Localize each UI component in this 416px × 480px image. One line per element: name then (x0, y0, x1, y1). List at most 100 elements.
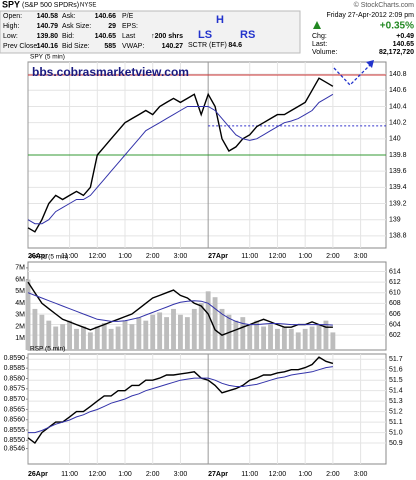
y-tick-label: 140.2 (389, 119, 407, 126)
quote-label: High: (3, 23, 19, 30)
quote-value: 139.80 (37, 33, 59, 40)
moving-average (27, 93, 334, 225)
quote-value: 29 (108, 23, 116, 30)
quote-value: 140.58 (37, 13, 59, 20)
moving-average (27, 292, 333, 326)
y2-tick-label: 5M (15, 288, 25, 295)
y-tick-label: 51.0 (389, 429, 403, 436)
x-tick-label: 2:00 (326, 253, 340, 260)
x-tick-label: 1:00 (118, 471, 132, 478)
y2-tick-label: 6M (15, 276, 25, 283)
y-tick-label: 140.4 (389, 103, 407, 110)
quote-value: 140.27 (162, 43, 184, 50)
quote-label: Last: (312, 41, 327, 48)
x-tick-label: 26Apr (28, 253, 48, 260)
y-tick-label: 51.1 (389, 419, 403, 426)
price-line (27, 77, 334, 233)
y-tick-label: 610 (389, 290, 401, 297)
quote-value: 140.16 (37, 43, 59, 50)
exchange: NYSE (80, 3, 96, 9)
volume-bar (254, 320, 260, 350)
volume-bar (309, 326, 315, 350)
y2-tick-label: 0.8580 (4, 375, 26, 382)
volume-bar (212, 297, 218, 350)
y2-tick-label: 0.8546 (4, 445, 26, 452)
volume-bar (198, 303, 204, 350)
y-tick-label: 139.6 (389, 168, 407, 175)
panel-label: AAPL (5 min) (30, 254, 68, 261)
volume-bar (184, 317, 190, 350)
volume-bar (233, 320, 239, 350)
x-tick-label: 3:00 (174, 471, 188, 478)
volume-bar (101, 323, 107, 350)
y-tick-label: 140.8 (389, 71, 407, 78)
volume-bar (122, 320, 128, 350)
quote-label: Low: (3, 33, 18, 40)
price-line (27, 356, 334, 445)
quote-label: EPS: (122, 23, 138, 30)
x-tick-label: 11:00 (61, 253, 78, 260)
y2-tick-label: 0.8585 (4, 365, 26, 372)
moving-average (28, 366, 333, 434)
x-tick-label: 11:00 (61, 471, 78, 478)
y-tick-label: 51.2 (389, 408, 403, 415)
projection-arrow (333, 62, 373, 86)
x-tick-label: 12:00 (89, 471, 107, 478)
panel-label: SPY (5 min) (30, 54, 65, 61)
x-tick-label: 2:00 (146, 253, 160, 260)
y-tick-label: 51.6 (389, 367, 403, 374)
volume-bar (268, 324, 273, 350)
y2-tick-label: 0.8565 (4, 406, 26, 413)
volume-bar (171, 308, 176, 350)
x-tick-label: 1:00 (118, 253, 132, 260)
volume-bar (261, 326, 267, 350)
quote-label: Last (122, 33, 135, 40)
x-tick-label: 3:00 (354, 471, 368, 478)
y-tick-label: 51.5 (389, 377, 403, 384)
volume-bar (281, 326, 287, 350)
y2-tick-label: 0.8590 (4, 355, 26, 362)
y2-tick-label: 2M (15, 323, 25, 330)
annotation: H (216, 14, 224, 26)
panel-label: RSP (5 min) (30, 346, 65, 353)
volume-bar (136, 317, 142, 350)
volume-bar (60, 324, 66, 350)
y-tick-label: 606 (389, 311, 401, 318)
volume-bar (219, 308, 225, 350)
y-tick-label: 51.4 (389, 388, 403, 395)
quote-value: 82,172,720 (379, 49, 414, 56)
x-tick-label: 12:00 (269, 471, 287, 478)
credit: © StockCharts.com (354, 1, 415, 9)
volume-bar (316, 324, 322, 350)
volume-bar (330, 332, 336, 350)
volume-bar (150, 314, 156, 350)
quote-value: 140.65 (95, 33, 117, 40)
y-tick-label: 604 (389, 321, 401, 328)
quote-label: Volume: (312, 49, 337, 56)
quote-value: ↑200 shrs (151, 33, 183, 40)
y-tick-label: 140.6 (389, 87, 407, 94)
symbol: SPY (2, 0, 20, 9)
quote-value: +0.49 (396, 33, 414, 40)
volume-bar (240, 317, 246, 350)
y2-tick-label: 3M (15, 312, 25, 319)
volume-bar (94, 326, 100, 350)
volume-bar (53, 326, 59, 350)
x-tick-label: 11:00 (241, 253, 258, 260)
y-tick-label: 50.9 (389, 440, 403, 447)
quote-value: 585 (104, 43, 116, 50)
volume-bar (178, 314, 183, 350)
volume-bar (164, 317, 170, 350)
quote-label: VWAP: (122, 43, 144, 50)
x-tick-label: 27Apr (208, 471, 228, 478)
date: Friday 27-Apr-2012 2:09 pm (326, 12, 414, 19)
x-tick-label: 27Apr (208, 253, 228, 260)
quote-value: 140.79 (37, 23, 59, 30)
volume-bar (87, 332, 93, 350)
volume-bar (323, 320, 329, 350)
y-tick-label: 139.4 (389, 184, 407, 191)
volume-bar (108, 328, 114, 350)
y-tick-label: 614 (389, 268, 401, 275)
volume-bar (288, 328, 294, 350)
y2-tick-label: 0.8555 (4, 427, 26, 434)
